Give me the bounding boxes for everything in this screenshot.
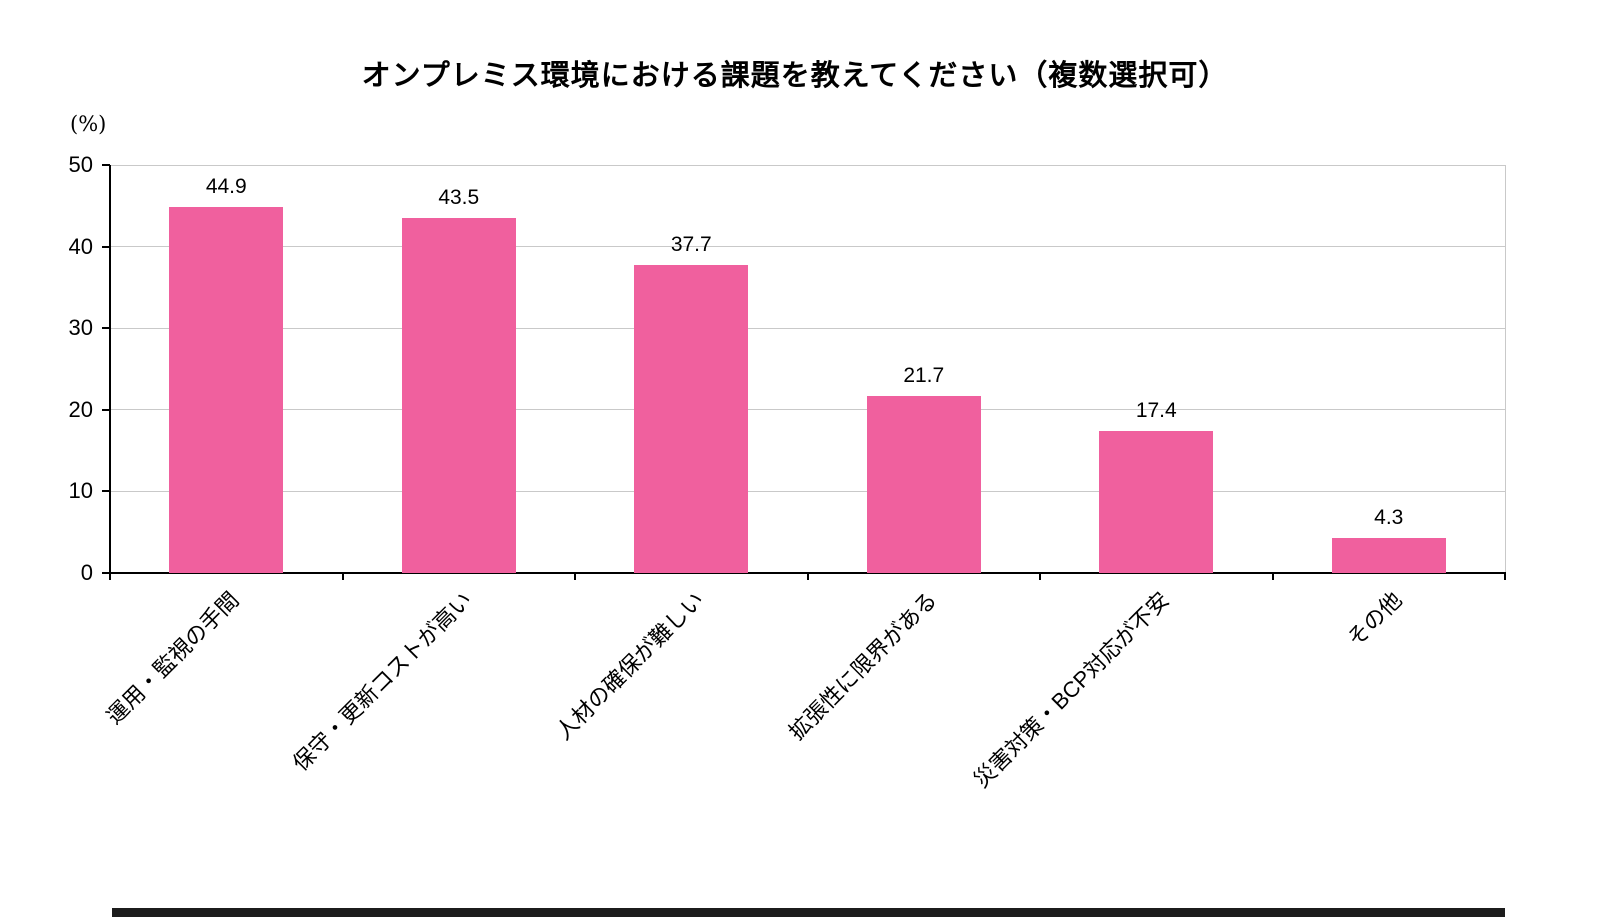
x-category-label: その他 — [1342, 587, 1407, 652]
y-tick-mark — [102, 327, 110, 330]
gridline — [110, 327, 1505, 329]
y-tick-mark — [102, 164, 110, 166]
y-tick-label: 30 — [68, 315, 93, 341]
y-axis-line — [109, 165, 111, 574]
y-tick-label: 10 — [68, 478, 93, 504]
bar-value-label: 17.4 — [1135, 399, 1177, 423]
x-category-label: 保守・更新コストが高い — [287, 587, 477, 776]
bar-value-label: 44.9 — [205, 174, 247, 198]
x-tick-mark — [574, 573, 576, 580]
plot-right-border — [1505, 165, 1506, 573]
gridline — [110, 246, 1505, 248]
y-tick-label: 50 — [68, 152, 93, 177]
y-tick-mark — [102, 490, 110, 493]
x-tick-mark — [1271, 573, 1274, 580]
x-category-label: 拡張性に限界がある — [783, 587, 942, 745]
x-category-label: 人材の確保が難しい — [551, 587, 709, 745]
y-tick-label: 20 — [68, 396, 93, 422]
bar — [1331, 537, 1446, 573]
x-tick-mark — [806, 573, 809, 580]
x-category-label: 災害対策・BCP対応が不安 — [968, 587, 1174, 793]
bar-value-label: 4.3 — [1374, 505, 1404, 529]
x-category-label: 運用・監視の手間 — [101, 587, 244, 730]
bar-value-label: 43.5 — [438, 186, 480, 210]
bar — [866, 395, 981, 573]
y-tick-mark — [102, 245, 110, 248]
y-tick-label: 40 — [68, 233, 93, 259]
gridline — [110, 490, 1505, 492]
bar — [634, 265, 749, 573]
y-tick-mark — [102, 408, 110, 411]
bar — [1099, 431, 1214, 573]
chart-title: オンプレミス環境における課題を教えてください（複数選択可） — [361, 60, 1229, 92]
bar — [169, 206, 284, 573]
gridline — [110, 409, 1505, 411]
x-tick-mark — [1039, 573, 1041, 580]
x-axis-line — [102, 572, 1506, 574]
x-tick-mark — [341, 573, 344, 580]
y-tick-label: 0 — [80, 560, 93, 585]
x-tick-mark — [109, 573, 111, 580]
y-axis-unit-label: (%) — [70, 112, 107, 136]
bar — [401, 218, 516, 573]
x-tick-mark — [1504, 573, 1506, 580]
bar-value-label: 21.7 — [903, 363, 945, 387]
bottom-edge — [112, 908, 1505, 917]
gridline — [110, 164, 1505, 166]
bar-value-label: 37.7 — [670, 233, 712, 257]
